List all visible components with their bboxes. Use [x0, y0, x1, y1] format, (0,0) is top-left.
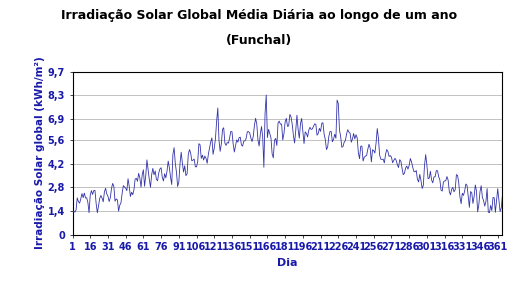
Text: Irradiação Solar Global Média Diária ao longo de um ano: Irradiação Solar Global Média Diária ao … — [61, 9, 457, 21]
Text: (Funchal): (Funchal) — [226, 34, 292, 47]
Y-axis label: Irradiação Solar global (kWh/m²): Irradiação Solar global (kWh/m²) — [35, 57, 45, 249]
X-axis label: Dia: Dia — [277, 258, 298, 268]
